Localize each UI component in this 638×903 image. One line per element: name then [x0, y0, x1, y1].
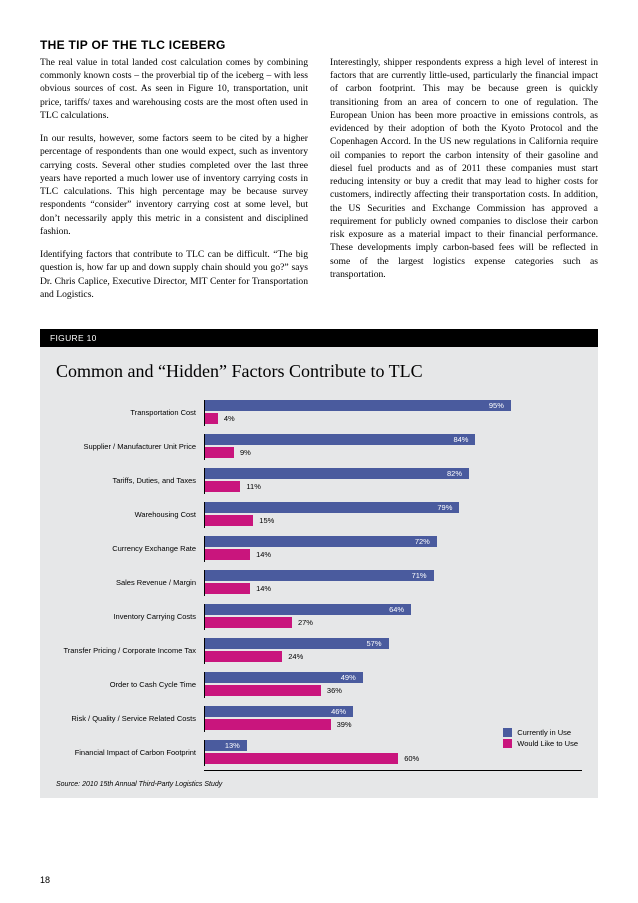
left-column: The real value in total landed cost calc… [40, 56, 308, 311]
legend-item: Would Like to Use [503, 739, 578, 748]
legend-swatch [503, 728, 512, 737]
row-bars: 71% 14% [204, 570, 582, 596]
row-bars: 84% 9% [204, 434, 582, 460]
bar-currently-in-use: 46% [205, 706, 353, 717]
bar-value: 79% [433, 503, 456, 512]
bar-value: 57% [363, 639, 386, 648]
bar-chart: Transportation Cost 95% 4% Supplier / Manuf… [56, 400, 582, 766]
bar-would-like-to-use: 9% [205, 447, 234, 458]
row-bars: 57% 24% [204, 638, 582, 664]
bar-value: 49% [337, 673, 360, 682]
chart-row: Tariffs, Duties, and Taxes 82% 11% [56, 468, 582, 494]
page-number: 18 [40, 875, 50, 885]
bar-value: 46% [327, 707, 350, 716]
figure-source: Source: 2010 15th Annual Third-Party Log… [56, 781, 582, 788]
row-label: Tariffs, Duties, and Taxes [56, 477, 204, 485]
chart-row: Transfer Pricing / Corporate Income Tax5… [56, 638, 582, 664]
chart-row: Transportation Cost 95% 4% [56, 400, 582, 426]
chart-row: Warehousing Cost 79% 15% [56, 502, 582, 528]
legend-item: Currently in Use [503, 728, 578, 737]
bar-value: 24% [284, 652, 307, 661]
left-p3: Identifying factors that contribute to T… [40, 248, 308, 301]
left-p1: The real value in total landed cost calc… [40, 56, 308, 122]
right-p1: Interestingly, shipper respondents expre… [330, 56, 598, 281]
bar-currently-in-use: 82% [205, 468, 469, 479]
bar-value: 4% [220, 414, 239, 423]
row-bars: 72% 14% [204, 536, 582, 562]
left-p2: In our results, however, some factors se… [40, 132, 308, 238]
bar-currently-in-use: 79% [205, 502, 459, 513]
chart-row: Currency Exchange Rate 72% 14% [56, 536, 582, 562]
row-label: Order to Cash Cycle Time [56, 681, 204, 689]
bar-would-like-to-use: 11% [205, 481, 240, 492]
bar-currently-in-use: 71% [205, 570, 434, 581]
bar-value: 13% [221, 741, 244, 750]
bar-value: 15% [255, 516, 278, 525]
legend-swatch [503, 739, 512, 748]
bar-currently-in-use: 57% [205, 638, 389, 649]
bar-would-like-to-use: 14% [205, 583, 250, 594]
bar-currently-in-use: 49% [205, 672, 363, 683]
chart-row: Inventory Carrying Costs 64% 27% [56, 604, 582, 630]
bar-would-like-to-use: 4% [205, 413, 218, 424]
row-label: Currency Exchange Rate [56, 545, 204, 553]
row-label: Supplier / Manufacturer Unit Price [56, 443, 204, 451]
bar-value: 60% [400, 754, 423, 763]
chart-row: Supplier / Manufacturer Unit Price 84% 9% [56, 434, 582, 460]
bar-would-like-to-use: 15% [205, 515, 253, 526]
row-bars: 49% 36% [204, 672, 582, 698]
row-label: Financial Impact of Carbon Footprint [56, 749, 204, 757]
bar-would-like-to-use: 39% [205, 719, 331, 730]
bar-value: 14% [252, 550, 275, 559]
bar-would-like-to-use: 60% [205, 753, 398, 764]
row-label: Transfer Pricing / Corporate Income Tax [56, 647, 204, 655]
x-axis [204, 770, 582, 771]
figure-10: FIGURE 10 Common and “Hidden” Factors Co… [40, 329, 598, 798]
bar-currently-in-use: 95% [205, 400, 511, 411]
row-label: Inventory Carrying Costs [56, 613, 204, 621]
section-heading: THE TIP OF THE TLC ICEBERG [40, 38, 598, 52]
bar-value: 39% [333, 720, 356, 729]
bar-currently-in-use: 72% [205, 536, 437, 547]
row-bars: 79% 15% [204, 502, 582, 528]
row-bars: 95% 4% [204, 400, 582, 426]
bar-value: 14% [252, 584, 275, 593]
bar-currently-in-use: 64% [205, 604, 411, 615]
row-bars: 64% 27% [204, 604, 582, 630]
bar-currently-in-use: 84% [205, 434, 475, 445]
bar-value: 84% [449, 435, 472, 444]
bar-value: 9% [236, 448, 255, 457]
chart-row: Order to Cash Cycle Time 49% 36% [56, 672, 582, 698]
chart-row: Sales Revenue / Margin 71% 14% [56, 570, 582, 596]
row-label: Warehousing Cost [56, 511, 204, 519]
chart-legend: Currently in Use Would Like to Use [503, 726, 578, 748]
bar-value: 72% [411, 537, 434, 546]
figure-title: Common and “Hidden” Factors Contribute t… [56, 361, 582, 382]
bar-value: 36% [323, 686, 346, 695]
bar-value: 95% [485, 401, 508, 410]
bar-would-like-to-use: 24% [205, 651, 282, 662]
legend-label: Currently in Use [517, 728, 571, 737]
bar-would-like-to-use: 14% [205, 549, 250, 560]
row-label: Transportation Cost [56, 409, 204, 417]
bar-value: 82% [443, 469, 466, 478]
bar-would-like-to-use: 27% [205, 617, 292, 628]
bar-currently-in-use: 13% [205, 740, 247, 751]
bar-would-like-to-use: 36% [205, 685, 321, 696]
row-label: Sales Revenue / Margin [56, 579, 204, 587]
figure-label: FIGURE 10 [40, 329, 598, 347]
body-columns: The real value in total landed cost calc… [40, 56, 598, 311]
bar-value: 71% [408, 571, 431, 580]
legend-label: Would Like to Use [517, 739, 578, 748]
bar-value: 11% [242, 482, 264, 491]
bar-value: 64% [385, 605, 408, 614]
row-bars: 82% 11% [204, 468, 582, 494]
bar-value: 27% [294, 618, 317, 627]
right-column: Interestingly, shipper respondents expre… [330, 56, 598, 311]
row-label: Risk / Quality / Service Related Costs [56, 715, 204, 723]
figure-body: Common and “Hidden” Factors Contribute t… [40, 347, 598, 798]
